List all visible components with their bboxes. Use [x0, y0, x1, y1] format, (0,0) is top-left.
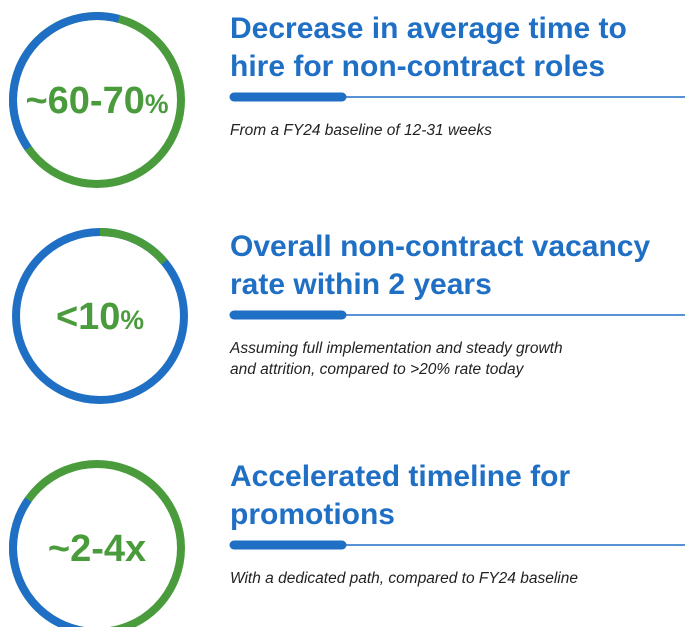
- item-title: Overall non-contract vacancy: [230, 230, 650, 263]
- item-subtitle: From a FY24 baseline of 12-31 weeks: [230, 122, 492, 139]
- stat-item: ~2-4x Accelerated timeline for promotions W…: [9, 460, 685, 627]
- metric-unit: %: [145, 89, 169, 119]
- item-title: Accelerated timeline for: [230, 460, 570, 493]
- item-title: promotions: [230, 498, 395, 531]
- metric-value: ~60-70: [25, 80, 144, 122]
- stat-item: <10% Overall non-contract vacancy rate wit…: [12, 228, 685, 404]
- item-title: Decrease in average time to: [230, 12, 627, 45]
- metric-value: <10: [56, 296, 120, 338]
- item-subtitle: and attrition, compared to >20% rate tod…: [230, 361, 525, 378]
- ring-accent: [12, 228, 188, 404]
- metric-unit: %: [120, 305, 144, 335]
- metric: ~60-70%: [25, 80, 168, 122]
- metric: <10%: [56, 296, 144, 338]
- item-title: rate within 2 years: [230, 268, 492, 301]
- metric-value: ~2-4x: [48, 528, 146, 570]
- metric: ~2-4x: [48, 528, 146, 570]
- item-subtitle: With a dedicated path, compared to FY24 …: [230, 570, 578, 587]
- ring-accent: [9, 460, 185, 627]
- item-subtitle: Assuming full implementation and steady …: [229, 340, 563, 357]
- item-title: hire for non-contract roles: [230, 50, 605, 83]
- stat-item: ~60-70% Decrease in average time to hire f…: [8, 11, 685, 188]
- ring-accent: [8, 11, 185, 188]
